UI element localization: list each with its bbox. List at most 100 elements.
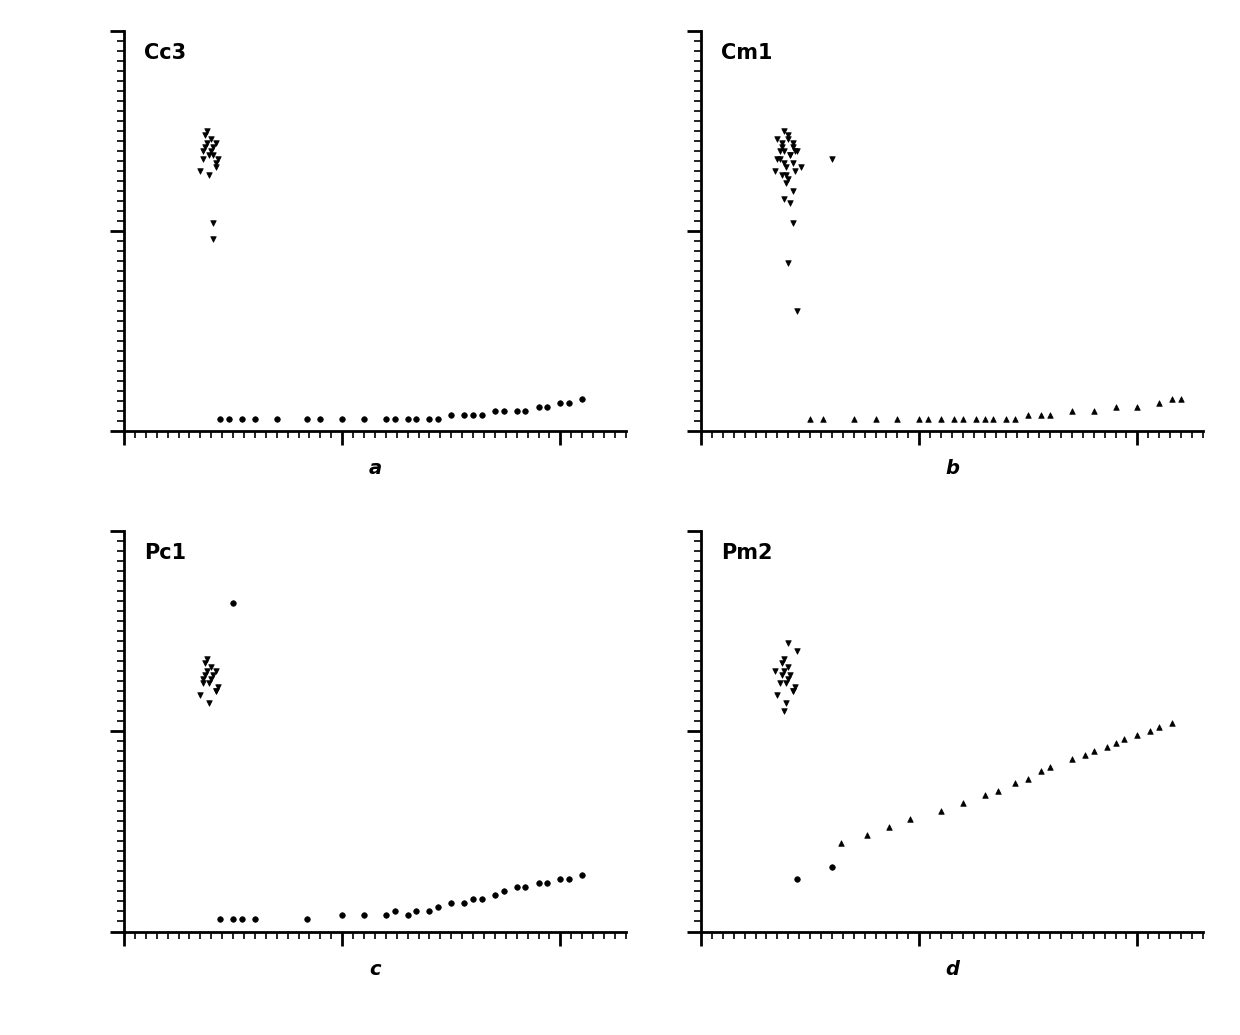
Point	[206, 155, 226, 172]
Point	[975, 411, 994, 427]
Point	[779, 127, 799, 144]
Point	[770, 151, 790, 168]
Point	[197, 123, 217, 140]
Point	[768, 130, 787, 147]
Point	[966, 411, 986, 427]
Point	[200, 675, 219, 691]
Point	[191, 687, 211, 704]
Point	[975, 788, 994, 804]
Point	[195, 668, 215, 684]
Point	[779, 130, 799, 147]
Point	[441, 407, 461, 423]
Point	[782, 215, 802, 232]
Point	[232, 911, 252, 927]
Point	[831, 835, 851, 852]
Point	[559, 871, 579, 888]
Point	[770, 675, 790, 691]
Point	[195, 139, 215, 155]
Point	[398, 411, 418, 427]
Point	[507, 403, 527, 419]
Point	[201, 671, 221, 687]
Point	[332, 908, 352, 924]
Point	[232, 411, 252, 427]
Point	[407, 904, 427, 920]
Point	[779, 171, 799, 187]
Point	[1162, 715, 1182, 732]
Point	[208, 679, 228, 696]
Point	[210, 911, 229, 927]
Point	[559, 395, 579, 412]
Point	[782, 683, 802, 700]
Point	[771, 139, 791, 155]
Point	[822, 151, 842, 168]
Point	[195, 127, 215, 144]
Point	[206, 135, 226, 151]
Text: Cc3: Cc3	[144, 43, 186, 63]
Point	[419, 904, 439, 920]
Point	[779, 659, 799, 676]
Point	[494, 403, 513, 419]
Point	[779, 671, 799, 687]
Point	[774, 143, 794, 159]
Point	[776, 167, 796, 183]
Point	[931, 803, 951, 820]
Point	[771, 655, 791, 672]
Point	[776, 696, 796, 712]
Point	[203, 139, 223, 155]
Point	[776, 675, 796, 691]
Point	[551, 395, 570, 412]
Point	[441, 895, 461, 912]
Point	[844, 411, 864, 427]
Point	[537, 876, 557, 892]
Point	[776, 158, 796, 175]
Point	[210, 411, 229, 427]
Point	[997, 411, 1017, 427]
Point	[782, 155, 802, 172]
Point	[779, 255, 799, 271]
Point	[771, 167, 791, 183]
Point	[771, 668, 791, 684]
Point	[218, 411, 238, 427]
Point	[516, 403, 536, 419]
Point	[310, 411, 330, 427]
Point	[376, 411, 396, 427]
Point	[1006, 775, 1025, 792]
Point	[768, 151, 787, 168]
Point	[246, 911, 265, 927]
Point	[463, 891, 482, 908]
Point	[206, 683, 226, 700]
Point	[407, 411, 427, 427]
Point	[267, 411, 286, 427]
Point	[765, 663, 785, 680]
Point	[203, 231, 223, 247]
Point	[785, 143, 805, 159]
Point	[223, 595, 243, 612]
Point	[454, 895, 474, 912]
Point	[785, 679, 805, 696]
Point	[774, 123, 794, 140]
Point	[768, 687, 787, 704]
Point	[782, 683, 802, 700]
Point	[1006, 411, 1025, 427]
Point	[376, 908, 396, 924]
Point	[1127, 398, 1147, 415]
Point	[572, 391, 591, 408]
Point	[800, 411, 820, 427]
Point	[1018, 771, 1038, 788]
Point	[909, 411, 929, 427]
Point	[1106, 398, 1126, 415]
Point	[206, 158, 226, 175]
Point	[332, 411, 352, 427]
Point	[776, 175, 796, 191]
Text: Pm2: Pm2	[722, 543, 773, 563]
Point	[537, 398, 557, 415]
Point	[782, 139, 802, 155]
Point	[787, 303, 807, 320]
Point	[918, 411, 937, 427]
Point	[857, 827, 877, 844]
Point	[472, 891, 492, 908]
Point	[952, 795, 972, 811]
Point	[944, 411, 963, 427]
Point	[822, 859, 842, 876]
Point	[1032, 407, 1052, 423]
